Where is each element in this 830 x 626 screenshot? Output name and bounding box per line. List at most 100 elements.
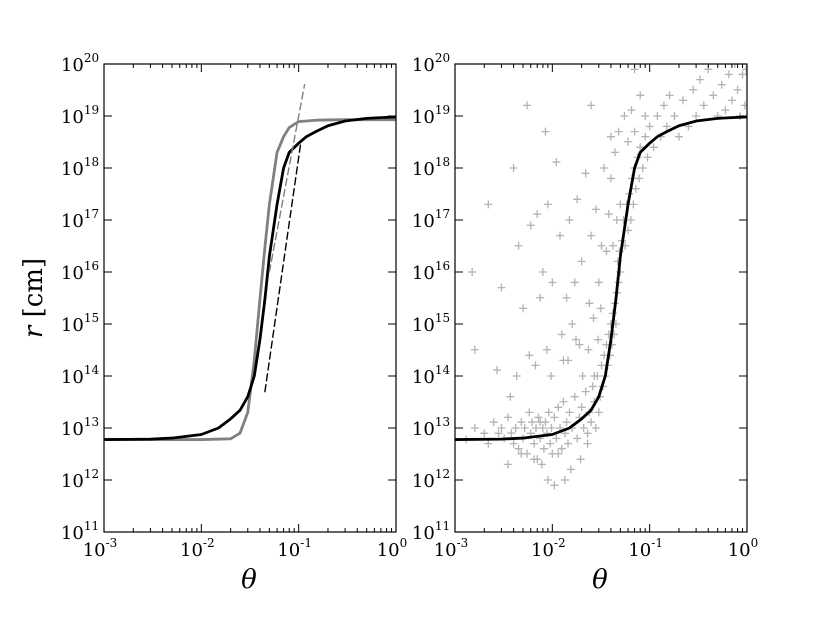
scatter-point (659, 101, 668, 110)
scatter-point (577, 403, 586, 412)
scatter-point (514, 241, 523, 250)
left-series-line-0 (104, 118, 396, 441)
scatter-point (552, 434, 561, 443)
scatter-point (544, 408, 553, 417)
scatter-point (626, 216, 635, 224)
scatter-point (547, 372, 556, 380)
left-plot-area (104, 83, 396, 441)
scatter-point (641, 112, 650, 120)
left-series-line-2 (268, 83, 306, 273)
x-tick-label: 10-1 (628, 536, 663, 561)
scatter-point (577, 257, 586, 266)
scatter-point (520, 424, 529, 432)
scatter-point (517, 418, 526, 427)
right-plot-area (455, 64, 747, 490)
y-tick-label: 1014 (412, 363, 451, 388)
scatter-point (610, 148, 619, 157)
scatter-point (528, 418, 537, 427)
scatter-point (550, 413, 559, 422)
scatter-point (721, 106, 730, 115)
scatter-point (699, 101, 708, 110)
y-tick-label: 1011 (412, 519, 450, 544)
scatter-point (561, 476, 570, 484)
scatter-point (604, 210, 613, 219)
scatter-point (724, 70, 733, 79)
scatter-point (536, 418, 545, 427)
scatter-point (509, 439, 518, 448)
scatter-point (570, 392, 579, 401)
scatter-point (562, 418, 571, 427)
scatter-point (627, 106, 636, 115)
y-tick-label: 1012 (61, 467, 99, 492)
y-tick-label: 1013 (412, 415, 450, 440)
y-tick-label: 1017 (61, 207, 99, 232)
left-panel: 10-3 10-2 10-1 100 1011 1012 1013 1014 1015 1016 1… (61, 51, 407, 561)
scatter-point (503, 413, 512, 422)
scatter-point (636, 91, 645, 100)
scatter-point (523, 101, 532, 110)
y-tick-label: 1015 (61, 311, 99, 336)
scatter-point (665, 91, 674, 100)
scatter-point (484, 200, 493, 209)
scatter-point (588, 382, 597, 391)
scatter-point (526, 221, 535, 230)
scatter-point (532, 424, 541, 432)
scatter-point (608, 241, 617, 250)
scatter-point (562, 293, 571, 302)
scatter-point (530, 439, 539, 448)
scatter-point (534, 413, 543, 422)
scatter-point (468, 268, 477, 276)
y-tick-label: 1019 (412, 103, 450, 128)
y-tick-label: 1014 (61, 363, 100, 388)
scatter-point (576, 455, 585, 464)
scatter-point (546, 439, 555, 448)
scatter-point (511, 424, 520, 432)
scatter-point (543, 200, 552, 209)
scatter-point (489, 418, 498, 427)
scatter-point (519, 304, 528, 313)
y-tick-label: 1018 (412, 155, 450, 180)
scatter-point (616, 200, 625, 209)
scatter-point (606, 132, 615, 141)
scatter-point (506, 392, 515, 401)
scatter-point (507, 429, 516, 438)
y-tick-label: 1012 (412, 467, 450, 492)
y-tick-label: 1019 (61, 103, 99, 128)
scatter-point (550, 481, 559, 490)
scatter-point (631, 184, 640, 193)
scatter-point (629, 200, 638, 209)
right-axes-frame (454, 63, 748, 533)
scatter-point (494, 429, 503, 438)
scatter-point (689, 85, 698, 94)
scatter-point (557, 444, 566, 453)
scatter-point (641, 132, 650, 141)
y-axis-label: r [cm] (19, 258, 49, 338)
scatter-point (596, 304, 605, 313)
scatter-point (678, 96, 687, 105)
scatter-point (573, 434, 582, 443)
scatter-point (547, 424, 556, 432)
scatter-point (653, 112, 662, 120)
x-tick-label: 10-2 (531, 536, 566, 561)
scatter-point (606, 174, 615, 183)
scatter-point (709, 91, 718, 100)
scatter-point (635, 174, 644, 183)
y-tick-label: 1011 (61, 519, 99, 544)
x-tick-label: 100 (377, 536, 408, 561)
scatter-point (564, 439, 573, 448)
scatter-point (557, 330, 566, 339)
scatter-point (470, 424, 479, 432)
scatter-point (727, 96, 736, 105)
scatter-point (583, 429, 592, 438)
y-tick-label: 1013 (61, 415, 99, 440)
y-tick-label: 1017 (412, 207, 450, 232)
scatter-point (537, 460, 546, 469)
scatter-point (696, 75, 705, 84)
scatter-point (543, 476, 552, 484)
scatter-point (742, 65, 747, 74)
scatter-point (597, 241, 606, 250)
scatter-point (556, 231, 565, 240)
scatter-point (594, 408, 603, 417)
right-panel: 10-3 10-2 10-1 100 1011 1012 1013 1014 1015 1016 1… (412, 51, 758, 561)
